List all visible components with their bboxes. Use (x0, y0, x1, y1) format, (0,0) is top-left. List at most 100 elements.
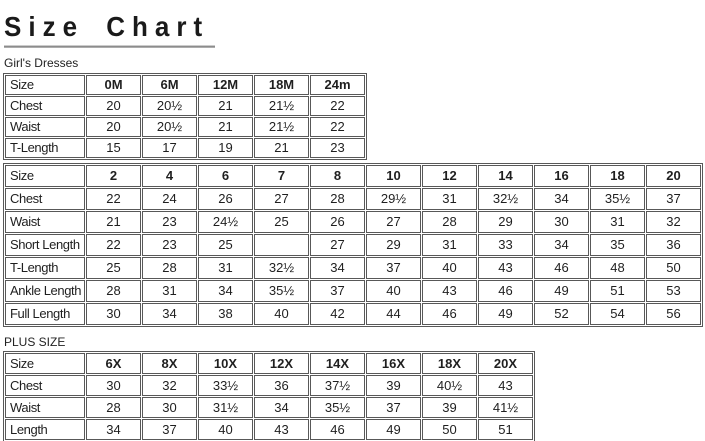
table-cell: 25 (198, 233, 253, 256)
column-header: 16X (366, 353, 421, 375)
row-label: Ankle Length (5, 279, 85, 302)
table-cell: 43 (478, 256, 533, 279)
header-row: Size 6X 8X 10X 12X 14X 16X 18X 20X (5, 353, 533, 375)
table-cell: 46 (310, 419, 365, 441)
table-cell: 31½ (198, 397, 253, 419)
table-cell: 43 (478, 375, 533, 397)
column-header: 8 (310, 164, 365, 187)
table-cell: 36 (646, 233, 701, 256)
table-cell: 35½ (254, 279, 309, 302)
column-header: 10X (198, 353, 253, 375)
table-cell: 29 (478, 210, 533, 233)
column-header: 12M (198, 74, 253, 95)
table-cell: 34 (198, 279, 253, 302)
table-cell: 40 (254, 302, 309, 325)
table-cell: 34 (86, 419, 141, 441)
column-header: 4 (142, 164, 197, 187)
size-header-label: Size (5, 74, 85, 95)
table-cell: 37 (366, 397, 421, 419)
size-table: Size 0M 6M 12M 18M 24m Chest 20 20½ 21 21½ 22 Waist 2… (3, 72, 367, 160)
column-header: 14 (478, 164, 533, 187)
row-label: Full Length (5, 302, 85, 325)
column-header: 7 (254, 164, 309, 187)
table-cell: 49 (366, 419, 421, 441)
header-row: Size 0M 6M 12M 18M 24m (5, 74, 365, 95)
row-label: Waist (5, 210, 85, 233)
size-table: Size 2 4 6 7 8 10 12 14 16 18 20 Chest 22 24 26 27 28 29½ 3… (3, 162, 703, 327)
size-table: Size 6X 8X 10X 12X 14X 16X 18X 20X Chest 30 32 33½ 36… (3, 351, 535, 441)
table-cell: 30 (86, 375, 141, 397)
column-header: 6 (198, 164, 253, 187)
table-cell: 35 (590, 233, 645, 256)
table-cell: 17 (142, 137, 197, 158)
table-cell: 31 (590, 210, 645, 233)
table-cell: 21½ (254, 116, 309, 137)
table-cell: 46 (478, 279, 533, 302)
girls-dresses-table-container: Size 0M 6M 12M 18M 24m Chest 20 20½ 21 21½ 22 Waist 2… (2, 72, 705, 160)
column-header: 16 (534, 164, 589, 187)
table-cell: 37 (310, 279, 365, 302)
table-cell: 21 (86, 210, 141, 233)
table-cell: 39 (422, 397, 477, 419)
size-header-label: Size (5, 353, 85, 375)
column-header: 0M (86, 74, 141, 95)
column-header: 10 (366, 164, 421, 187)
table-row: Full Length 30 34 38 40 42 44 46 49 52 54 56 (5, 302, 701, 325)
table-cell: 26 (310, 210, 365, 233)
table-cell: 34 (534, 233, 589, 256)
table-cell: 22 (86, 233, 141, 256)
table-cell: 28 (86, 279, 141, 302)
table-cell: 39 (366, 375, 421, 397)
column-header: 6X (86, 353, 141, 375)
table-cell: 36 (254, 375, 309, 397)
table-cell: 52 (534, 302, 589, 325)
column-header: 20 (646, 164, 701, 187)
table-cell: 50 (422, 419, 477, 441)
table-row: T-Length 15 17 19 21 23 (5, 137, 365, 158)
table-cell: 43 (254, 419, 309, 441)
table-cell: 40 (366, 279, 421, 302)
table-cell: 25 (86, 256, 141, 279)
table-row: Short Length 22 23 25 27 29 31 33 34 35 36 (5, 233, 701, 256)
table-cell: 30 (142, 397, 197, 419)
table-cell: 33½ (198, 375, 253, 397)
column-header: 14X (310, 353, 365, 375)
table-cell: 49 (478, 302, 533, 325)
table-cell: 46 (534, 256, 589, 279)
row-label: Chest (5, 375, 85, 397)
table-cell: 15 (86, 137, 141, 158)
row-label: Waist (5, 397, 85, 419)
plus-size-table-container: Size 6X 8X 10X 12X 14X 16X 18X 20X Chest 30 32 33½ 36… (2, 351, 705, 441)
table-cell: 48 (590, 256, 645, 279)
row-label: Chest (5, 95, 85, 116)
table-cell: 22 (310, 95, 365, 116)
table-row: Ankle Length 28 31 34 35½ 37 40 43 46 49 51 53 (5, 279, 701, 302)
girls-sizes-table-container: Size 2 4 6 7 8 10 12 14 16 18 20 Chest 22 24 26 27 28 29½ 3… (2, 162, 705, 327)
table-cell: 27 (366, 210, 421, 233)
table-cell: 41½ (478, 397, 533, 419)
table-cell: 35½ (310, 397, 365, 419)
table-cell: 30 (534, 210, 589, 233)
table-cell: 33 (478, 233, 533, 256)
table-cell: 35½ (590, 187, 645, 210)
table-cell: 21 (198, 95, 253, 116)
table-cell: 32½ (254, 256, 309, 279)
table-cell (254, 233, 309, 256)
table-cell: 46 (422, 302, 477, 325)
table-cell: 21 (198, 116, 253, 137)
table-cell: 32½ (478, 187, 533, 210)
table-cell: 49 (534, 279, 589, 302)
table-row: Chest 22 24 26 27 28 29½ 31 32½ 34 35½ 37 (5, 187, 701, 210)
table-cell: 44 (366, 302, 421, 325)
table-cell: 40 (198, 419, 253, 441)
size-header-label: Size (5, 164, 85, 187)
row-label: Length (5, 419, 85, 441)
table-cell: 28 (310, 187, 365, 210)
table-cell: 22 (310, 116, 365, 137)
header-row: Size 2 4 6 7 8 10 12 14 16 18 20 (5, 164, 701, 187)
column-header: 6M (142, 74, 197, 95)
table-cell: 34 (310, 256, 365, 279)
table-cell: 30 (86, 302, 141, 325)
table-cell: 56 (646, 302, 701, 325)
